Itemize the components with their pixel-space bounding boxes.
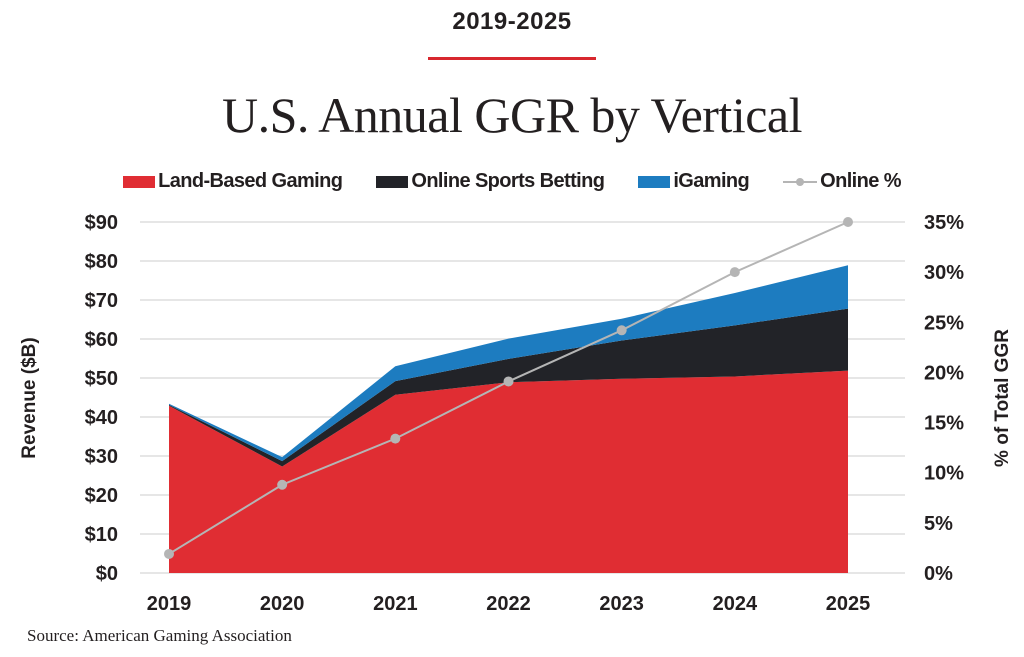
source-note: Source: American Gaming Association: [27, 626, 292, 645]
x-tick-label: 2019: [147, 593, 192, 615]
y-tick-label: $80: [85, 251, 118, 273]
y2-tick-label: 35%: [924, 212, 964, 234]
y2-tick-label: 25%: [924, 312, 964, 334]
y-tick-label: $60: [85, 329, 118, 351]
chart-title: U.S. Annual GGR by Vertical: [222, 87, 802, 143]
area-igaming: [169, 265, 848, 462]
legend: Land-Based Gaming Online Sports Betting …: [0, 170, 1024, 193]
divider-rule: [428, 57, 596, 60]
y2-tick-label: 20%: [924, 362, 964, 384]
y2-tick-label: 30%: [924, 262, 964, 284]
online-pct-point: [164, 548, 174, 559]
y2-tick-label: 15%: [924, 413, 964, 435]
online-pct-point: [616, 325, 627, 336]
area-land-based-gaming: [169, 370, 848, 573]
online-pct-point: [503, 376, 514, 387]
online-pct-point: [729, 267, 740, 278]
x-tick-label: 2024: [713, 593, 758, 615]
legend-label: iGaming: [673, 170, 750, 192]
y2-axis-title: % of Total GGR: [992, 329, 1013, 467]
area-online-sports-betting: [169, 308, 848, 467]
y-tick-label: $40: [85, 407, 118, 429]
period-label: 2019-2025: [452, 8, 572, 35]
y2-tick-label: 10%: [924, 463, 964, 485]
y-tick-label: $50: [85, 368, 118, 390]
y-tick-label: $10: [85, 524, 118, 546]
x-tick-label: 2022: [486, 593, 531, 615]
legend-label: Online %: [820, 170, 901, 192]
x-tick-label: 2020: [260, 593, 305, 615]
y-tick-label: $20: [85, 485, 118, 507]
legend-item-igaming: iGaming: [638, 170, 750, 193]
legend-item-online-sports-betting: Online Sports Betting: [376, 170, 605, 193]
online-pct-point: [277, 479, 288, 490]
legend-item-online-pct: Online %: [783, 170, 902, 193]
y-tick-label: $90: [85, 212, 118, 234]
x-tick-label: 2021: [373, 593, 418, 615]
legend-line-marker: [783, 177, 818, 186]
online-pct-point: [843, 217, 853, 227]
x-tick-label: 2023: [599, 593, 644, 615]
legend-label: Online Sports Betting: [411, 170, 605, 192]
x-tick-label: 2025: [826, 593, 871, 615]
y-tick-label: $30: [85, 446, 118, 468]
legend-swatch: [123, 175, 156, 188]
legend-swatch: [638, 175, 671, 188]
y-tick-label: $0: [96, 563, 118, 585]
y2-tick-label: 0%: [924, 563, 953, 585]
legend-item-land-based: Land-Based Gaming: [123, 170, 343, 193]
y-tick-label: $70: [85, 290, 118, 312]
y-axis-title: Revenue ($B): [19, 337, 40, 458]
y2-tick-label: 5%: [924, 513, 953, 535]
legend-swatch: [376, 175, 409, 188]
online-pct-point: [390, 433, 401, 444]
legend-label: Land-Based Gaming: [158, 170, 343, 192]
